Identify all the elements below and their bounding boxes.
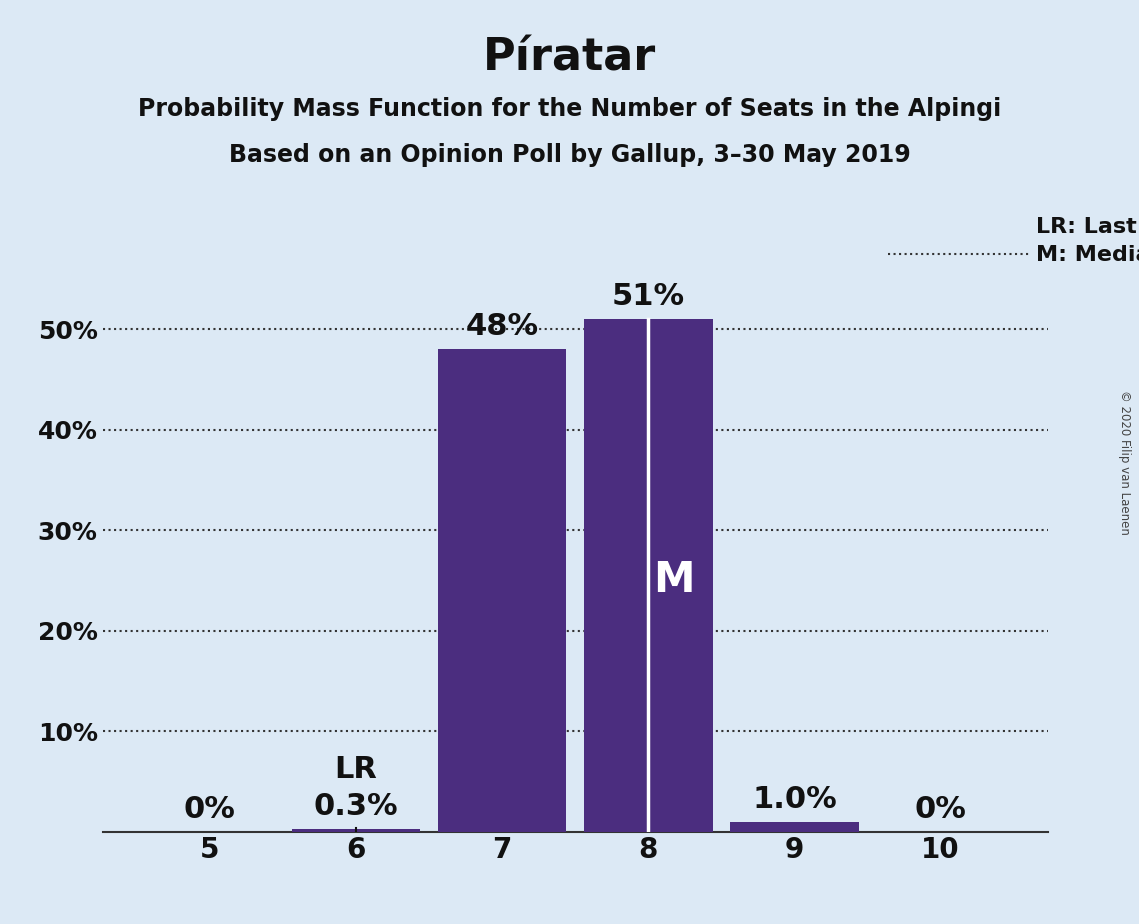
Bar: [730, 821, 859, 832]
Text: Píratar: Píratar: [483, 37, 656, 80]
Text: 51%: 51%: [612, 282, 685, 311]
Text: Based on an Opinion Poll by Gallup, 3–30 May 2019: Based on an Opinion Poll by Gallup, 3–30…: [229, 143, 910, 167]
Text: M: M: [654, 559, 695, 602]
Bar: [584, 319, 713, 832]
Text: © 2020 Filip van Laenen: © 2020 Filip van Laenen: [1118, 390, 1131, 534]
Text: LR: LR: [335, 755, 377, 784]
Text: M: Median: M: Median: [1036, 245, 1139, 265]
Text: LR: Last Result: LR: Last Result: [1036, 217, 1139, 237]
Text: 0%: 0%: [915, 795, 967, 823]
Text: 0%: 0%: [183, 795, 236, 823]
Bar: [437, 349, 566, 832]
Bar: [292, 829, 420, 832]
Text: Probability Mass Function for the Number of Seats in the Alpingi: Probability Mass Function for the Number…: [138, 97, 1001, 121]
Text: 0.3%: 0.3%: [313, 792, 399, 821]
Text: 48%: 48%: [466, 312, 539, 341]
Text: 1.0%: 1.0%: [752, 784, 837, 813]
